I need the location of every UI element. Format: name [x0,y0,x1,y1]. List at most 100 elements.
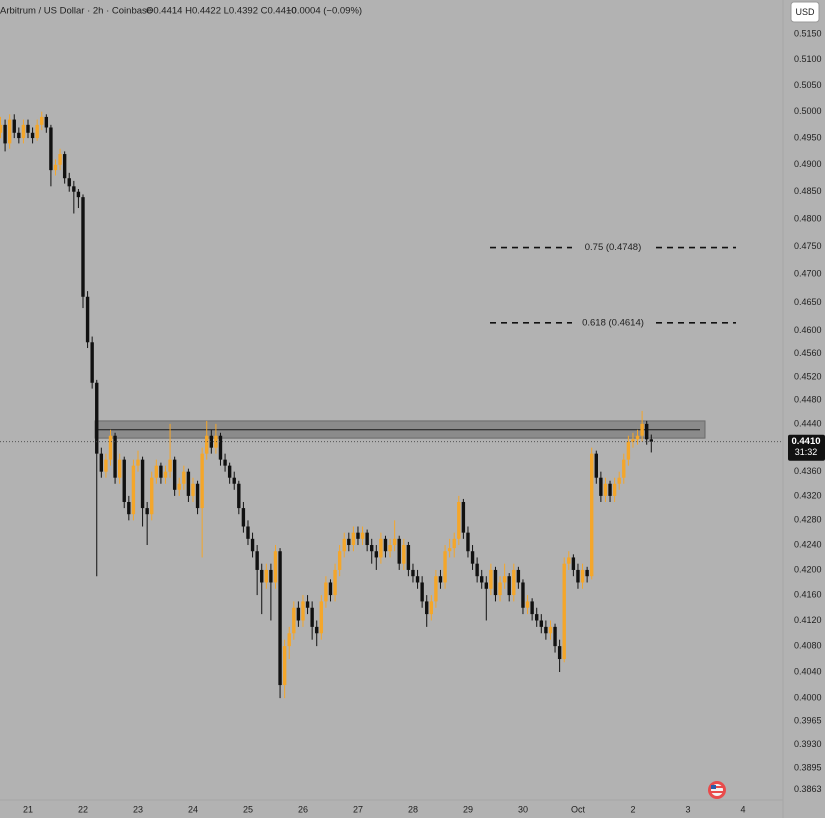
candle-body [12,119,16,133]
candle-body [512,569,516,596]
candle-body [30,132,35,139]
candle-body [557,646,562,660]
tv-logo [708,781,726,799]
candle-body [645,423,649,440]
x-tick-label: 21 [23,804,33,814]
candle-body [608,483,612,496]
candle-body [324,582,328,602]
currency-button[interactable] [790,1,820,23]
candle-body [310,607,314,627]
candle-body [260,569,264,583]
candle-body [49,127,53,171]
y-tick-label: 0.4750 [794,241,822,251]
candle-body [223,459,227,466]
candle-body [411,569,415,577]
candle-body [360,532,365,539]
candle-body [76,191,81,198]
candle-body [241,508,246,527]
candle-body [127,501,131,515]
x-tick-label: 23 [133,804,143,814]
candle-body [95,382,99,454]
candle-body [58,154,62,165]
currency-label[interactable]: USD [795,7,815,17]
candle-body [392,538,397,546]
x-tick-label: 28 [408,804,418,814]
candle-body [67,178,71,187]
candle-body [571,557,576,570]
candle-body [159,465,163,478]
candle-body [85,296,90,343]
candle-body [191,483,195,496]
candle-body [255,551,259,570]
candle-body [296,607,301,621]
y-tick-label: 0.5000 [794,106,822,116]
candle-body [150,477,154,515]
candle-body [351,532,356,546]
y-tick-label: 0.4000 [794,693,822,703]
candle-body [44,116,49,128]
x-tick-label: 2 [630,804,635,814]
candle-body [209,435,214,448]
y-tick-label: 0.3930 [794,739,822,749]
candle-body [576,569,580,583]
y-tick-label: 0.5050 [794,80,822,90]
candle-body [521,582,525,608]
candle-body [594,453,598,478]
x-tick-label: 24 [188,804,198,814]
candle-body [347,538,351,546]
x-tick-label: 30 [518,804,528,814]
candle-body [287,633,291,647]
candle-body [195,483,200,509]
candle-body [177,483,181,490]
x-tick-label: 25 [243,804,253,814]
y-tick-label: 0.4320 [794,490,822,500]
candle-body [622,459,626,478]
candle-body [415,576,420,583]
candle-body [53,164,58,171]
candle-body [214,435,218,448]
candle-body [172,459,177,490]
y-tick-label: 0.3863 [794,784,822,794]
change-legend: −0.0004 (−0.09%) [286,6,362,17]
y-tick-label: 0.3895 [794,762,822,772]
y-tick-label: 0.4650 [794,297,822,307]
candle-body [328,582,333,596]
candle-body [379,538,383,558]
candle-body [200,453,204,509]
candle-body [567,557,571,564]
candle-body [40,116,44,125]
candle-body [21,124,26,139]
candle-body [232,477,236,484]
candle-body [99,453,104,472]
y-tick-label: 0.4900 [794,159,822,169]
candle-body [640,423,644,436]
y-tick-label: 0.4700 [794,269,822,279]
x-tick-label: Oct [571,804,586,814]
candle-body [443,551,447,583]
candle-body [429,601,434,615]
candle-body [154,465,159,478]
x-tick-label: 27 [353,804,363,814]
candle-body [434,576,438,602]
countdown-label: 31:32 [795,447,818,457]
x-tick-label: 29 [463,804,473,814]
candle-body [470,551,475,564]
candle-body [237,483,241,509]
x-tick-label: 3 [685,804,690,814]
y-tick-label: 0.4560 [794,348,822,358]
y-tick-label: 0.5100 [794,54,822,64]
candle-body [562,563,566,660]
candle-body [599,477,603,496]
candle-body [337,551,342,570]
candle-body [113,435,117,478]
candle-body [635,435,640,440]
candle-body [305,601,310,608]
y-tick-label: 0.4200 [794,564,822,574]
candle-body [466,532,470,552]
y-tick-label: 0.4520 [794,371,822,381]
candle-body [3,124,7,144]
candle-body [205,435,209,454]
